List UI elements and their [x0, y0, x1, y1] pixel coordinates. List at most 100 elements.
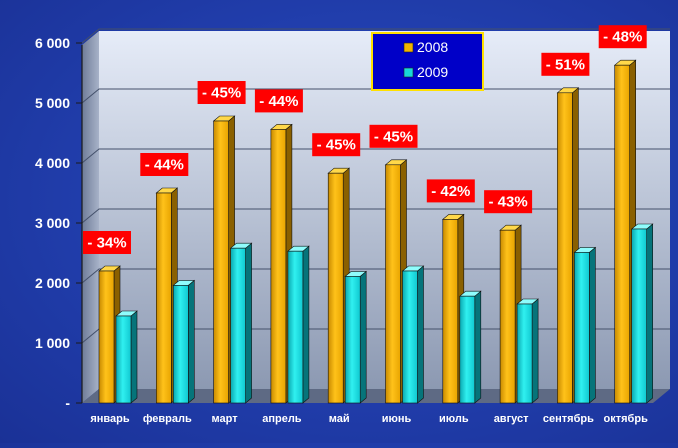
- y-tick-label: 4 000: [35, 155, 70, 171]
- bar-front: [574, 252, 590, 404]
- bar-2009-4: [287, 245, 310, 404]
- change-label-box: [140, 153, 189, 176]
- legend-label-2009: 2009: [417, 64, 448, 80]
- bar-2009-6: [401, 265, 425, 404]
- bar-2009-10: [630, 223, 654, 404]
- bar-side: [359, 270, 367, 404]
- legend-box: [371, 32, 484, 91]
- bar-front: [173, 285, 189, 404]
- change-label-text: - 51%: [546, 56, 585, 73]
- annotations: - 34% - 44% - 45% - 44% - 45% - 45% - 42% - 43%…: [83, 25, 647, 254]
- bar-front: [230, 247, 246, 404]
- bar-front: [287, 250, 304, 404]
- change-label-3: - 45%: [197, 81, 246, 104]
- y-tick-label: 3 000: [35, 215, 70, 231]
- bar-front: [213, 120, 229, 404]
- change-label-box: [254, 89, 303, 113]
- bar-side: [302, 245, 310, 404]
- x-tick-label: январь: [90, 413, 130, 425]
- bar-2008-9: [556, 87, 580, 404]
- gridline: [81, 148, 670, 164]
- bar-side: [188, 279, 195, 404]
- bar-front: [344, 276, 361, 404]
- change-label-text: - 43%: [489, 194, 528, 211]
- bar-front: [442, 219, 459, 404]
- change-label-text: - 44%: [145, 157, 184, 174]
- bar-front: [98, 270, 115, 404]
- x-tick-label: март: [212, 413, 239, 425]
- bar-side: [646, 223, 654, 404]
- x-tick-label: октябрь: [604, 413, 649, 425]
- change-label-9: - 51%: [541, 52, 590, 76]
- bar-2009-8: [516, 298, 539, 404]
- change-label-text: - 45%: [202, 85, 241, 102]
- x-tick-label: август: [494, 413, 529, 425]
- change-label-1: - 34%: [83, 231, 131, 254]
- bar-side: [531, 298, 539, 404]
- change-label-5: - 45%: [312, 133, 361, 157]
- change-label-box: [312, 133, 361, 157]
- bar-side: [245, 242, 252, 404]
- bar-front: [385, 164, 401, 404]
- bar-front: [557, 92, 573, 404]
- bar-front: [631, 228, 648, 404]
- bar-front: [499, 229, 516, 404]
- bar-2009-9: [573, 246, 597, 404]
- x-tick-label: май: [329, 413, 350, 425]
- change-label-6: - 45%: [369, 124, 418, 148]
- gridline: [81, 268, 670, 284]
- change-label-box: [426, 179, 475, 203]
- bar-2009-7: [458, 290, 482, 404]
- bar-front: [614, 64, 631, 404]
- legend-label-2008: 2008: [417, 39, 448, 55]
- change-label-box: [484, 190, 533, 214]
- bar-side: [589, 246, 596, 404]
- bar-side: [474, 290, 482, 404]
- bar-2008-7: [441, 213, 465, 404]
- change-label-text: - 42%: [431, 183, 470, 200]
- x-axis-ticks: январь февраль март апрель май июнь июль август…: [90, 413, 648, 425]
- change-label-7: - 42%: [426, 179, 475, 203]
- change-label-4: - 44%: [254, 89, 303, 113]
- change-label-2: - 44%: [140, 153, 189, 176]
- gridline: [81, 208, 670, 224]
- x-tick-label: сентябрь: [543, 413, 594, 425]
- plot-left-wall: [82, 31, 99, 403]
- change-label-box: [83, 231, 131, 254]
- bar-side: [130, 310, 138, 404]
- y-tick-label: 5 000: [35, 95, 70, 111]
- change-label-10: - 48%: [598, 25, 647, 49]
- y-tick-label: 2 000: [35, 275, 70, 291]
- bar-front: [156, 192, 172, 404]
- bar-2009-3: [229, 242, 253, 404]
- legend-swatch-2009: [403, 67, 414, 78]
- change-label-text: - 34%: [87, 235, 126, 252]
- change-label-box: [598, 25, 647, 49]
- change-label-box: [369, 124, 418, 148]
- legend: 2008 2009: [371, 32, 484, 91]
- bar-2009-2: [172, 279, 196, 404]
- bar-side: [417, 265, 424, 404]
- change-label-text: - 48%: [603, 29, 642, 46]
- bar-2009-5: [344, 270, 368, 404]
- x-tick-label: июль: [439, 413, 469, 425]
- bar-front: [402, 270, 418, 404]
- gridline: [81, 28, 670, 44]
- change-label-box: [197, 81, 246, 104]
- x-tick-label: апрель: [262, 413, 302, 425]
- bar-front: [459, 295, 476, 404]
- bar-front: [327, 172, 344, 404]
- bar-front: [115, 315, 132, 404]
- x-tick-label: июнь: [382, 413, 412, 425]
- bars: [98, 59, 654, 404]
- y-tick-label: 6 000: [35, 35, 70, 51]
- x-tick-label: февраль: [143, 413, 192, 425]
- change-label-text: - 45%: [317, 137, 356, 154]
- y-tick-label: 1 000: [35, 335, 70, 351]
- bar-2009-1: [115, 310, 138, 404]
- y-tick-label: -: [65, 395, 70, 411]
- change-label-text: - 44%: [259, 93, 298, 110]
- change-label-box: [541, 52, 590, 76]
